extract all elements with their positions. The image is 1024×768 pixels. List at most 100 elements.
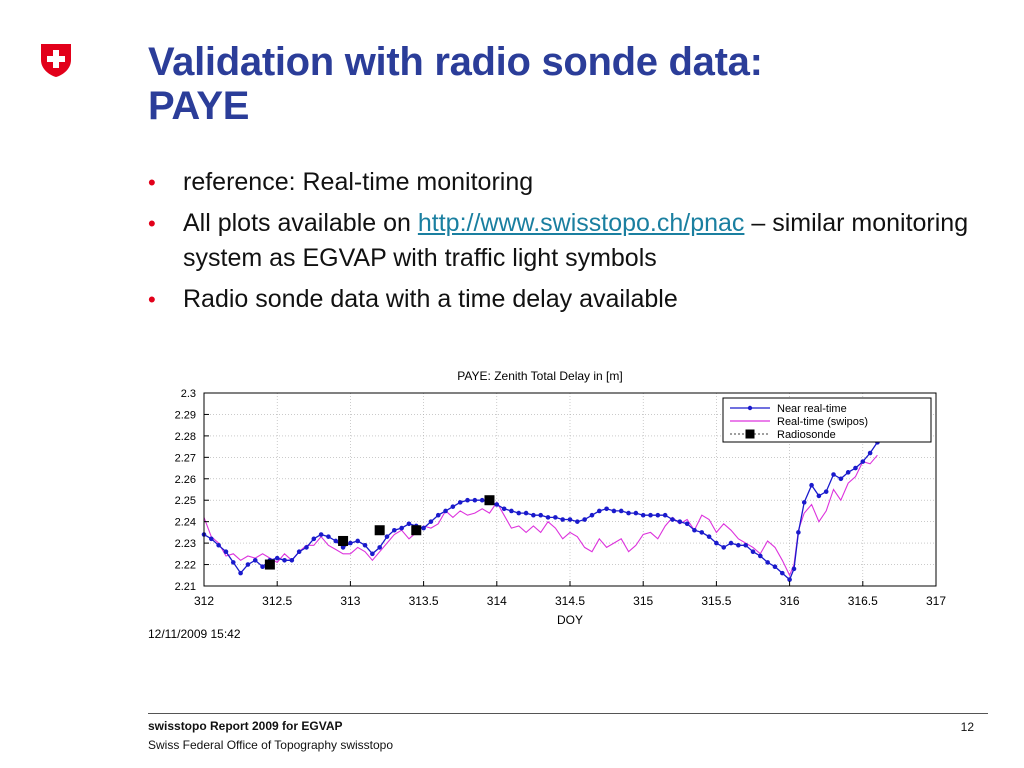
x-tick-label: 316 [780, 594, 800, 608]
data-point-near-real-time [399, 525, 404, 531]
data-point-near-real-time [560, 517, 565, 522]
x-tick-label: 312 [194, 594, 214, 608]
swiss-cross-shield-icon [41, 44, 71, 77]
data-point-near-real-time [772, 564, 778, 569]
title-line-2: PAYE [148, 84, 250, 128]
data-point-near-real-time [392, 527, 397, 533]
data-point-near-real-time [355, 538, 361, 544]
bullet-dot-icon: • [148, 170, 156, 195]
data-point-near-real-time [640, 512, 646, 518]
pnac-link[interactable]: http://www.swisstopo.ch/pnac [417, 209, 745, 237]
series-line-near-real-time [203, 441, 878, 581]
footer-report: swisstopo Report 2009 for EGVAP [148, 719, 343, 733]
data-point-near-real-time [501, 506, 507, 512]
data-point-near-real-time [618, 508, 624, 514]
legend-marker-radiosonde [745, 429, 755, 439]
data-point-near-real-time [435, 512, 441, 518]
data-point-near-real-time [238, 570, 243, 576]
data-point-near-real-time [589, 512, 595, 518]
bullet-dot-icon: • [148, 287, 156, 312]
y-tick-label: 2.24 [175, 517, 196, 529]
data-point-near-real-time [750, 549, 756, 554]
y-tick-label: 2.21 [175, 581, 196, 593]
data-point-near-real-time [494, 502, 500, 507]
data-point-near-real-time [575, 519, 580, 524]
x-ticks: 312 312.5 313 313.5 314 314.5 315 315.5 316 316.5… [194, 581, 946, 608]
x-tick-label: 317 [926, 594, 946, 608]
data-point-near-real-time [743, 542, 748, 548]
data-point-near-real-time [655, 512, 661, 518]
bullet-item-radiosonde: • Radio sonde data with a time delay ava… [148, 282, 1008, 317]
legend-label-real-time: Real-time (swipos) [777, 416, 868, 428]
bullet-text-pre: All plots available on [183, 209, 418, 237]
data-point-near-real-time [421, 525, 426, 531]
data-point-near-real-time [662, 512, 668, 518]
data-point-near-real-time [809, 482, 814, 488]
data-point-radiosonde [411, 525, 422, 536]
data-point-near-real-time [538, 512, 544, 518]
data-point-near-real-time [348, 540, 353, 546]
data-point-near-real-time [838, 476, 844, 482]
data-point-near-real-time [779, 570, 785, 576]
data-point-near-real-time [245, 562, 251, 567]
data-point-near-real-time [758, 553, 763, 559]
data-point-near-real-time [860, 459, 866, 464]
data-point-near-real-time [318, 532, 324, 537]
data-point-near-real-time [553, 515, 558, 520]
data-point-near-real-time [370, 551, 375, 557]
x-tick-label: 312.5 [262, 594, 292, 608]
data-point-near-real-time [406, 521, 412, 527]
data-point-near-real-time [384, 534, 390, 539]
data-point-near-real-time [465, 497, 470, 503]
data-point-near-real-time [479, 497, 485, 503]
data-point-near-real-time [457, 500, 463, 505]
data-point-near-real-time [801, 500, 807, 505]
legend-label-radiosonde: Radiosonde [777, 429, 836, 441]
data-point-near-real-time [545, 515, 551, 520]
x-tick-label: 315 [633, 594, 653, 608]
y-tick-label: 2.28 [175, 431, 196, 443]
data-point-near-real-time [428, 519, 434, 524]
series-line-real-time [203, 454, 878, 577]
data-point-radiosonde [264, 559, 275, 570]
title-line-1: Validation with radio sonde data: [148, 40, 763, 84]
footer-organisation: Swiss Federal Office of Topography swiss… [148, 738, 394, 752]
data-point-near-real-time [296, 549, 302, 554]
data-point-near-real-time [443, 508, 448, 514]
data-point-near-real-time [326, 534, 331, 539]
data-point-near-real-time [567, 517, 573, 522]
y-tick-label: 2.25 [175, 495, 196, 507]
chart-legend: Near real-time Real-time (swipos) Radios… [722, 397, 932, 443]
data-point-near-real-time [699, 530, 705, 535]
x-tick-label: 316.5 [848, 594, 878, 608]
data-point-near-real-time [604, 506, 609, 512]
data-point-near-real-time [377, 545, 382, 550]
data-point-near-real-time [791, 566, 797, 572]
chart-timestamp: 12/11/2009 15:42 [148, 627, 241, 641]
data-point-near-real-time [684, 521, 690, 527]
y-tick-label: 2.3 [181, 388, 196, 400]
y-ticks: 2.21 2.22 2.23 2.24 2.25 2.26 2.27 2.28 2.29 2.3 [175, 388, 209, 593]
data-point-near-real-time [611, 508, 617, 514]
data-point-near-real-time [626, 510, 631, 516]
data-point-near-real-time [823, 489, 829, 494]
data-point-near-real-time [867, 450, 873, 456]
legend-marker-near-real-time [747, 405, 753, 411]
data-point-near-real-time [670, 517, 675, 522]
data-point-near-real-time [289, 557, 295, 563]
data-point-near-real-time [582, 517, 587, 522]
x-tick-label: 315.5 [701, 594, 731, 608]
chart-series [201, 440, 880, 582]
data-point-near-real-time [648, 512, 653, 518]
data-point-near-real-time [340, 545, 346, 550]
page-number: 12 [960, 720, 974, 734]
data-point-near-real-time [252, 557, 258, 563]
data-point-near-real-time [714, 540, 719, 546]
data-point-near-real-time [509, 508, 514, 514]
data-point-near-real-time [333, 538, 339, 544]
data-point-near-real-time [304, 545, 309, 550]
legend-box [722, 397, 932, 443]
data-point-near-real-time [831, 472, 836, 477]
data-point-radiosonde [338, 535, 349, 546]
data-point-near-real-time [274, 555, 280, 561]
